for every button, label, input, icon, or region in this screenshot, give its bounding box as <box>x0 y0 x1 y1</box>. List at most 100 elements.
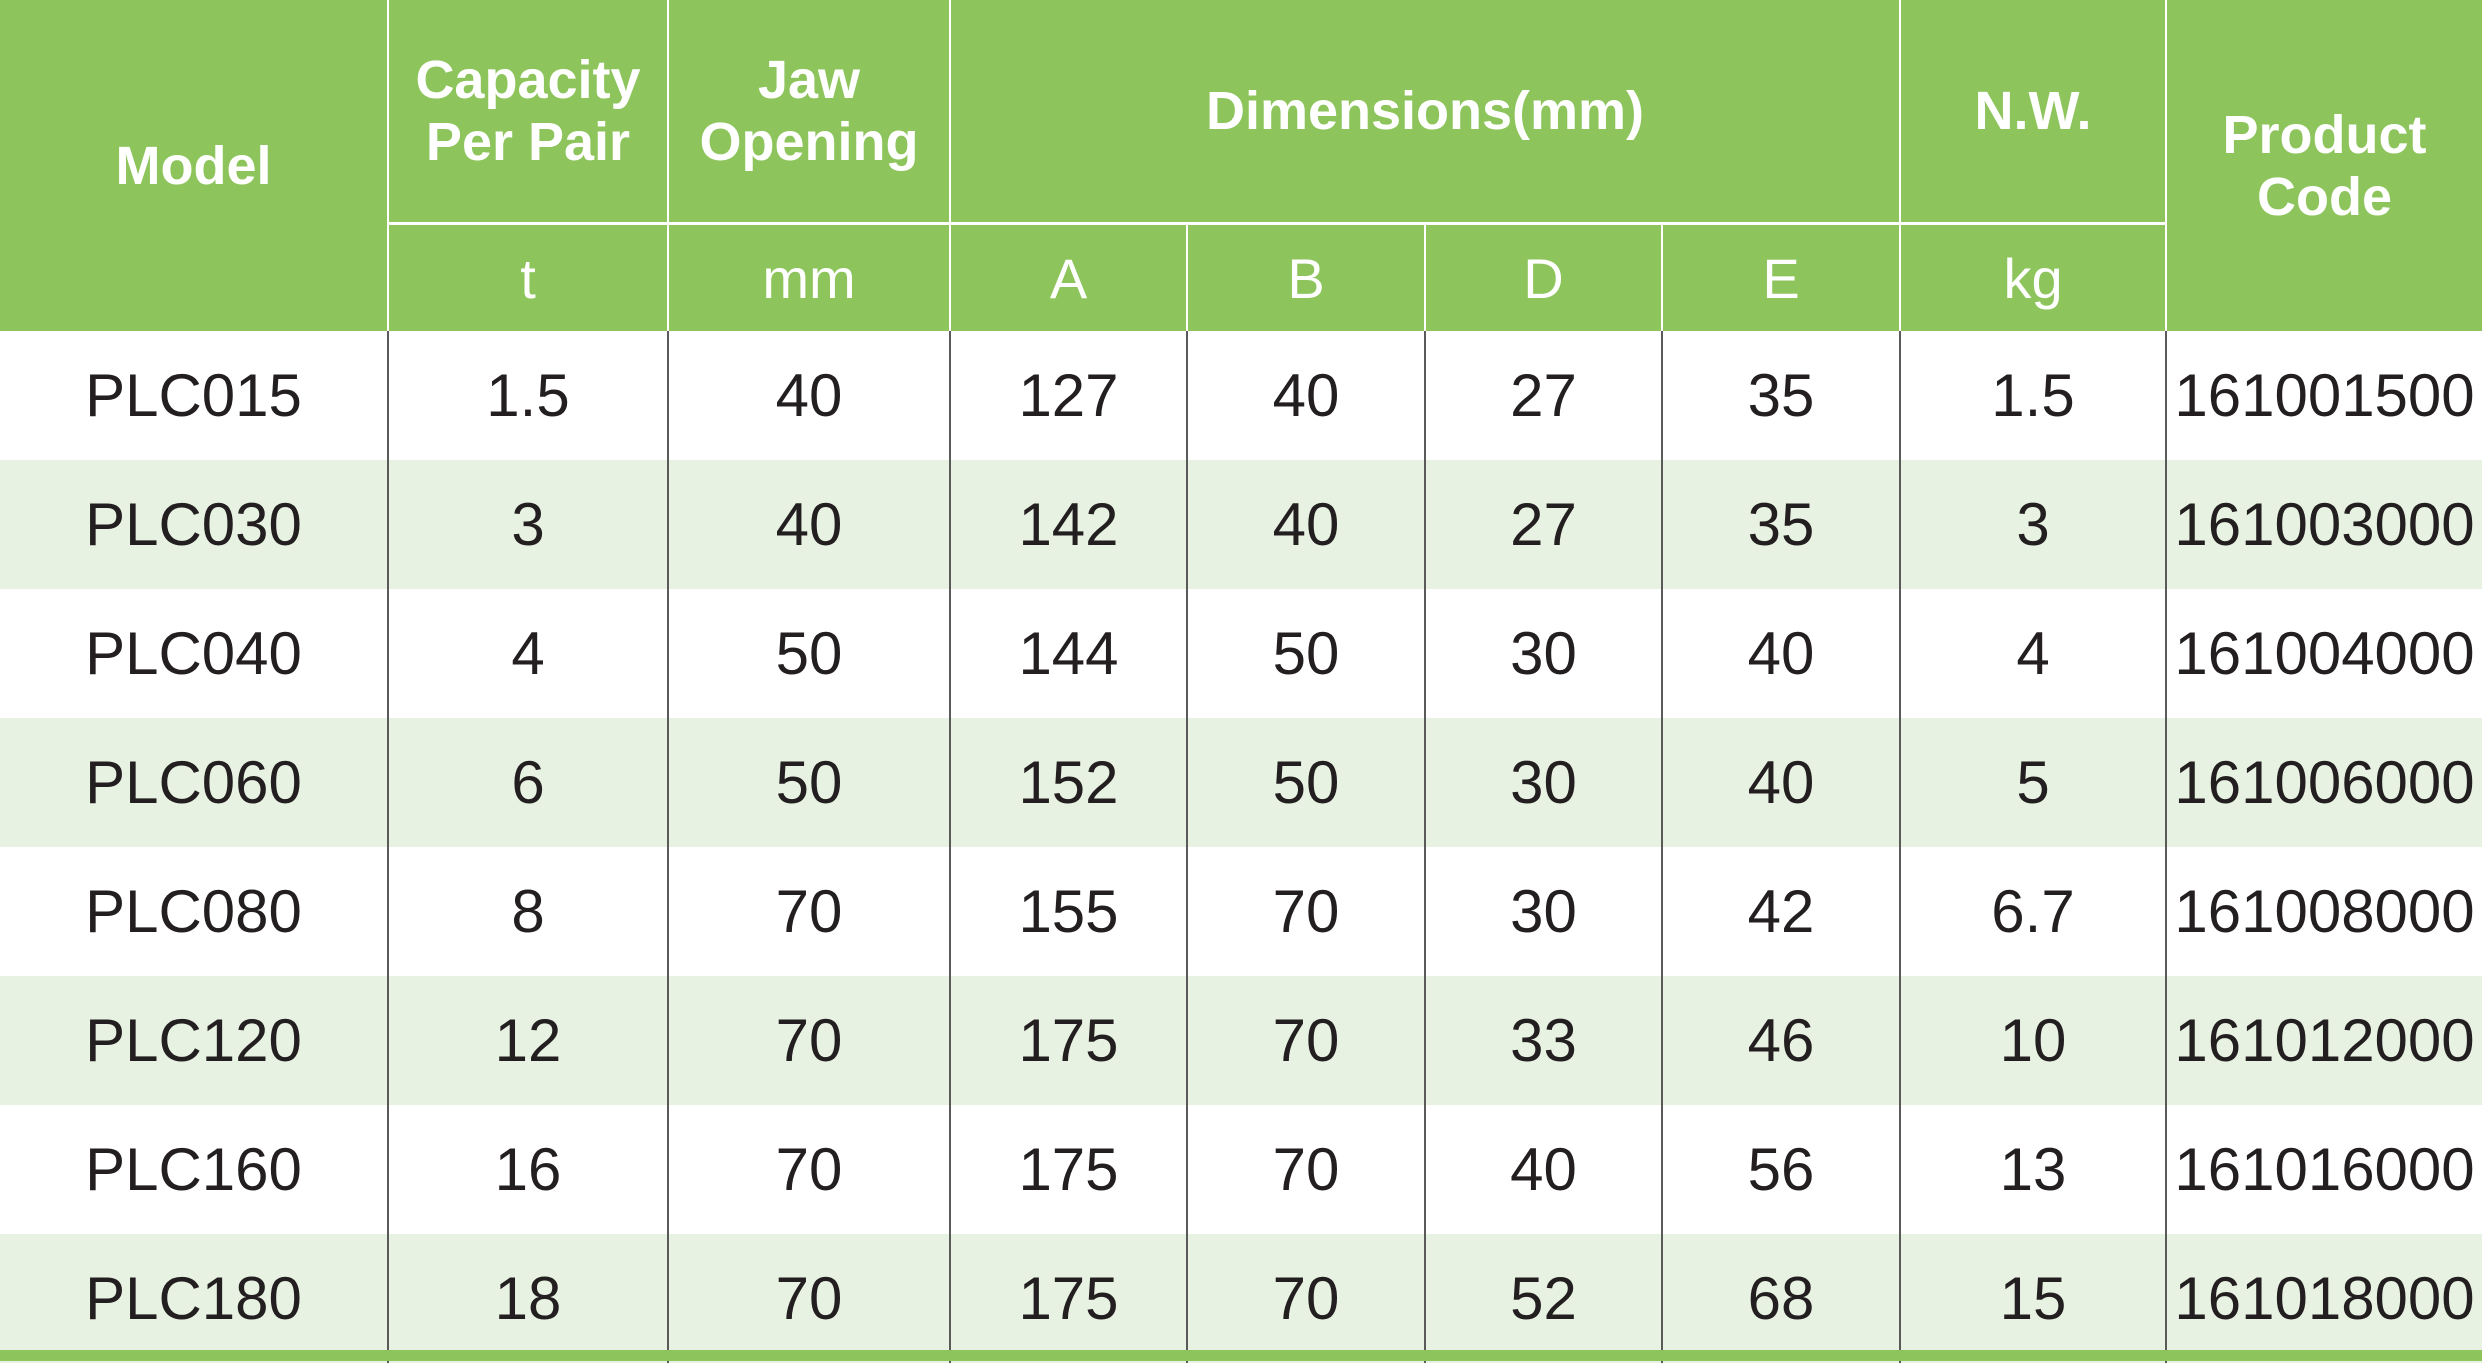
cell-capacity: 6 <box>388 718 669 847</box>
header-product-code-line2: Code <box>2257 166 2393 227</box>
cell-capacity: 16 <box>388 1105 669 1234</box>
cell-dim-b: 70 <box>1187 1105 1426 1234</box>
cell-model: PLC160 <box>0 1105 389 1234</box>
cell-dim-d: 30 <box>1425 847 1663 976</box>
cell-dim-d: 27 <box>1425 460 1663 589</box>
table-row: PLC180 18 70 175 70 52 68 15 161018000 <box>0 1234 2482 1363</box>
cell-dim-b: 50 <box>1187 589 1426 718</box>
cell-dim-b: 40 <box>1187 460 1426 589</box>
cell-model: PLC015 <box>0 331 389 460</box>
unit-capacity: t <box>388 223 669 331</box>
header-capacity: Capacity Per Pair <box>388 0 669 225</box>
cell-dim-e: 40 <box>1662 718 1902 847</box>
cell-nw: 10 <box>1900 976 2168 1105</box>
unit-dim-d: D <box>1425 223 1663 331</box>
cell-capacity: 1.5 <box>388 331 669 460</box>
cell-nw: 4 <box>1900 589 2168 718</box>
table-row: PLC080 8 70 155 70 30 42 6.7 161008000 <box>0 847 2482 976</box>
header-jaw-line2: Opening <box>699 112 919 172</box>
cell-product-code: 161018000 <box>2166 1234 2482 1363</box>
header-jaw-line1: Jaw <box>757 50 861 110</box>
cell-dim-b: 70 <box>1187 976 1426 1105</box>
units-row: t mm A B D E kg <box>0 223 2482 331</box>
cell-dim-a: 175 <box>950 1234 1188 1363</box>
cell-dim-a: 152 <box>950 718 1188 847</box>
cell-nw: 13 <box>1900 1105 2168 1234</box>
header-net-weight: N.W. <box>1900 0 2168 225</box>
cell-jaw: 40 <box>668 331 951 460</box>
table-body: PLC015 1.5 40 127 40 27 35 1.5 161001500… <box>0 331 2482 1363</box>
table-row: PLC120 12 70 175 70 33 46 10 161012000 <box>0 976 2482 1105</box>
cell-dim-e: 56 <box>1662 1105 1902 1234</box>
cell-jaw: 40 <box>668 460 951 589</box>
cell-dim-b: 40 <box>1187 331 1426 460</box>
cell-product-code: 161001500 <box>2166 331 2482 460</box>
cell-capacity: 3 <box>388 460 669 589</box>
cell-product-code: 161012000 <box>2166 976 2482 1105</box>
header-product-code-line1: Product <box>2222 104 2427 165</box>
cell-capacity: 12 <box>388 976 669 1105</box>
header-product-code: Product Code <box>2166 0 2482 331</box>
cell-product-code: 161003000 <box>2166 460 2482 589</box>
cell-product-code: 161006000 <box>2166 718 2482 847</box>
cell-nw: 5 <box>1900 718 2168 847</box>
cell-model: PLC180 <box>0 1234 389 1363</box>
cell-dim-e: 68 <box>1662 1234 1902 1363</box>
unit-nw: kg <box>1900 223 2168 331</box>
cell-dim-d: 40 <box>1425 1105 1663 1234</box>
table-row: PLC060 6 50 152 50 30 40 5 161006000 <box>0 718 2482 847</box>
cell-model: PLC120 <box>0 976 389 1105</box>
cell-jaw: 50 <box>668 589 951 718</box>
unit-dim-b: B <box>1187 223 1426 331</box>
cell-model: PLC060 <box>0 718 389 847</box>
header-nw-label: N.W. <box>1974 81 2092 141</box>
header-model: Model <box>0 0 389 331</box>
cell-dim-d: 27 <box>1425 331 1663 460</box>
cell-capacity: 8 <box>388 847 669 976</box>
cell-nw: 1.5 <box>1900 331 2168 460</box>
table-row: PLC160 16 70 175 70 40 56 13 161016000 <box>0 1105 2482 1234</box>
cell-dim-d: 30 <box>1425 589 1663 718</box>
header-capacity-line1: Capacity <box>415 50 641 110</box>
header-jaw-opening: Jaw Opening <box>668 0 951 225</box>
cell-capacity: 18 <box>388 1234 669 1363</box>
cell-dim-a: 144 <box>950 589 1188 718</box>
cell-dim-e: 40 <box>1662 589 1902 718</box>
table-row: PLC015 1.5 40 127 40 27 35 1.5 161001500 <box>0 331 2482 460</box>
unit-jaw: mm <box>668 223 951 331</box>
cell-dim-b: 70 <box>1187 847 1426 976</box>
table-row: PLC040 4 50 144 50 30 40 4 161004000 <box>0 589 2482 718</box>
cell-nw: 3 <box>1900 460 2168 589</box>
cell-jaw: 70 <box>668 847 951 976</box>
table-row: PLC030 3 40 142 40 27 35 3 161003000 <box>0 460 2482 589</box>
cell-product-code: 161004000 <box>2166 589 2482 718</box>
header-model-label: Model <box>115 135 272 196</box>
cell-jaw: 70 <box>668 1234 951 1363</box>
cell-dim-b: 70 <box>1187 1234 1426 1363</box>
cell-dim-a: 175 <box>950 976 1188 1105</box>
unit-dim-a: A <box>950 223 1188 331</box>
cell-jaw: 70 <box>668 976 951 1105</box>
cell-dim-b: 50 <box>1187 718 1426 847</box>
bottom-green-bar <box>0 1350 2482 1361</box>
cell-dim-d: 30 <box>1425 718 1663 847</box>
header-dimensions-label: Dimensions(mm) <box>1205 81 1645 141</box>
cell-nw: 6.7 <box>1900 847 2168 976</box>
cell-dim-e: 35 <box>1662 460 1902 589</box>
cell-dim-a: 155 <box>950 847 1188 976</box>
cell-model: PLC040 <box>0 589 389 718</box>
cell-dim-d: 52 <box>1425 1234 1663 1363</box>
cell-dim-a: 175 <box>950 1105 1188 1234</box>
cell-model: PLC030 <box>0 460 389 589</box>
header-dimensions: Dimensions(mm) <box>950 0 1902 225</box>
cell-dim-e: 35 <box>1662 331 1902 460</box>
cell-dim-a: 142 <box>950 460 1188 589</box>
cell-jaw: 70 <box>668 1105 951 1234</box>
cell-dim-a: 127 <box>950 331 1188 460</box>
cell-product-code: 161008000 <box>2166 847 2482 976</box>
cell-nw: 15 <box>1900 1234 2168 1363</box>
header-row: Model Capacity Per Pair Jaw Opening Dime… <box>0 0 2482 331</box>
header-capacity-line2: Per Pair <box>425 112 631 172</box>
unit-dim-e: E <box>1662 223 1902 331</box>
